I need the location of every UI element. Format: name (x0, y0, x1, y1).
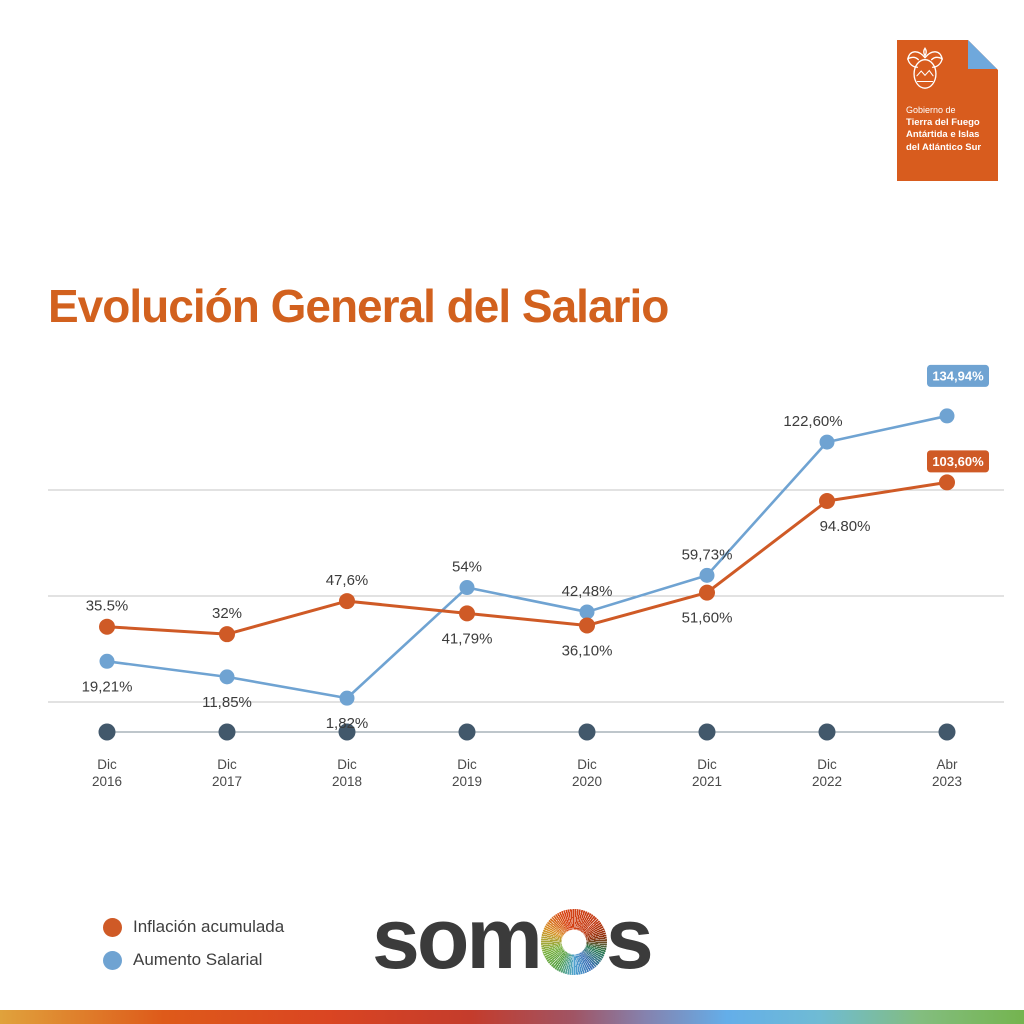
page-title: Evolución General del Salario (48, 279, 669, 332)
data-point-label: 1,82% (326, 715, 369, 732)
series-inflacion-acumulada (99, 474, 955, 643)
data-point-label: 35.5% (86, 598, 129, 615)
legend-item-inflacion: Inflación acumulada (103, 917, 284, 937)
data-labels: 35.5% 32% 47,6% 41,79% 36,10% 51,60% 94.80% 103… (82, 364, 989, 732)
x-tick-label: Dic 2016 (92, 757, 122, 789)
x-tick-label: Abr 2023 (932, 757, 962, 789)
gov-line: del Atlántico Sur (906, 141, 982, 153)
gridlines (48, 489, 1004, 703)
gov-line: Tierra del Fuego (906, 116, 980, 128)
data-point-label: 122,60% (783, 413, 842, 430)
value-badge (927, 364, 989, 387)
wordmark-right: s (605, 891, 654, 987)
data-point-label: 54% (452, 559, 482, 576)
data-point-label: 32% (212, 605, 242, 622)
x-tick-label: Dic 2018 (332, 757, 362, 789)
data-point-label: 42,48% (562, 583, 613, 600)
value-badge (927, 450, 989, 473)
series-aumento-salarial (99, 408, 955, 706)
wordmark-left: som (372, 891, 543, 987)
x-axis-markers (98, 723, 956, 741)
data-point-label: 36,10% (562, 642, 613, 659)
x-tick-label: Dic 2022 (812, 757, 842, 789)
legend-item-salarial: Aumento Salarial (103, 950, 284, 970)
salarial-dot-icon (103, 950, 122, 970)
gov-line: Antártida e Islas (906, 129, 980, 140)
color-wheel-icon (540, 909, 607, 975)
data-point-label: 41,79% (442, 630, 493, 647)
x-tick-label: Dic 2021 (692, 757, 722, 789)
data-point-label: 19,21% (82, 678, 133, 695)
inflacion-dot-icon (103, 917, 122, 937)
data-point-label: 47,6% (326, 572, 369, 589)
government-name: Gobierno de Tierra del Fuego Antártida e… (906, 104, 981, 154)
legend-label: Inflación acumulada (133, 917, 285, 936)
badge-label: 134,94% (932, 368, 984, 383)
x-tick-label: Dic 2020 (572, 757, 602, 789)
data-point-label: 51,60% (682, 610, 733, 627)
provincial-crest-icon (906, 47, 944, 89)
rainbow-footer-bar (0, 1010, 1024, 1024)
gov-line: Gobierno de (906, 105, 956, 115)
legend-label: Aumento Salarial (133, 950, 263, 969)
badge-label: 103,60% (932, 454, 984, 469)
data-point-label: 94.80% (820, 518, 871, 535)
x-axis-labels: Dic 2016 Dic 2017 Dic 2018 Dic 2019 Dic 2020 Dic 20… (92, 757, 962, 789)
data-point-label: 11,85% (202, 694, 252, 711)
x-tick-label: Dic 2019 (452, 757, 482, 789)
data-point-label: 59,73% (682, 546, 733, 563)
page-fold-icon (968, 40, 997, 69)
chart-legend: Inflación acumulada Aumento Salarial (103, 917, 284, 970)
x-tick-label: Dic 2017 (212, 757, 242, 789)
somos-logo: som s (372, 891, 654, 987)
government-logo: Gobierno de Tierra del Fuego Antártida e… (897, 40, 998, 181)
